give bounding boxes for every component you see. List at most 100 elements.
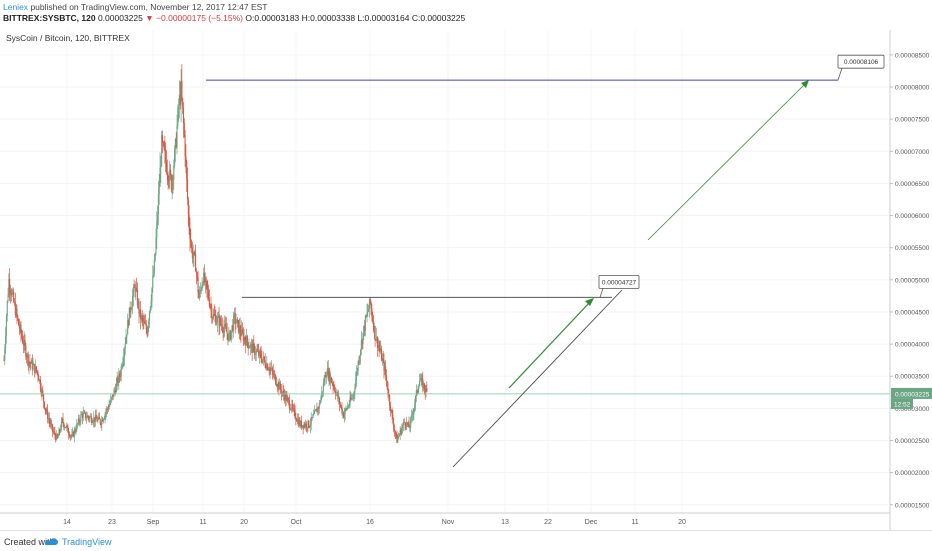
candle-body <box>351 397 353 400</box>
candle-body <box>172 178 174 180</box>
candle-body <box>30 362 32 364</box>
current-price-value: 0.00003225 <box>895 391 930 398</box>
candle-body <box>237 319 239 321</box>
candle-body <box>117 378 119 383</box>
candle-series <box>3 64 428 444</box>
candle-body <box>144 323 147 325</box>
candle-body <box>13 291 15 302</box>
candle-body <box>112 394 114 397</box>
candle-body <box>254 354 256 355</box>
candle-body <box>104 413 106 419</box>
tradingview-link[interactable]: TradingView <box>62 537 112 547</box>
high-value: H:0.00003338 <box>301 13 356 23</box>
y-tick-label: 0.00002000 <box>895 470 930 477</box>
candle-body <box>381 358 383 361</box>
y-tick-label: 0.00003000 <box>895 406 930 413</box>
candle-body <box>254 345 256 355</box>
y-tick-label: 0.00001500 <box>895 502 930 509</box>
candle-body <box>109 403 111 406</box>
candle-body <box>220 318 222 324</box>
candle-body <box>130 309 132 313</box>
y-tick-label: 0.00007000 <box>895 149 930 156</box>
candle-body <box>132 296 134 307</box>
candle-body <box>10 292 12 296</box>
candle-body <box>47 409 49 420</box>
x-tick-label: Sep <box>147 519 160 526</box>
candle-body <box>245 336 248 346</box>
x-tick-label: Dec <box>585 519 598 526</box>
candle-body <box>279 383 282 390</box>
projection-arrow-line-long[interactable] <box>647 82 807 241</box>
candle-body <box>334 386 336 392</box>
candle-body <box>218 316 220 327</box>
candle-body <box>370 302 372 309</box>
candle-body <box>94 415 96 422</box>
candle-body <box>34 364 36 374</box>
candle-body <box>5 316 7 336</box>
candle-body <box>63 423 65 428</box>
author-link[interactable]: Leniex <box>3 2 29 12</box>
candle-body <box>116 378 118 384</box>
candle-body <box>296 419 298 422</box>
candle-body <box>365 315 367 317</box>
candle-body <box>173 165 175 180</box>
candle-body <box>170 175 172 191</box>
candle-body <box>361 340 363 344</box>
candle-body <box>61 418 63 421</box>
candle-body <box>322 383 324 392</box>
candle-body <box>211 307 213 319</box>
candle-body <box>421 378 423 379</box>
support-trendline[interactable] <box>452 289 623 468</box>
candle-body <box>345 408 347 410</box>
candle-body <box>368 309 370 312</box>
candle-body <box>91 422 93 423</box>
candle-body <box>270 368 272 370</box>
candle-body <box>303 424 305 429</box>
candle-body <box>267 369 269 371</box>
candle-body <box>140 315 142 320</box>
candle-body <box>309 426 311 428</box>
candle-body <box>31 360 33 370</box>
candle-body <box>249 347 251 348</box>
candle-body <box>317 407 320 409</box>
candle-body <box>87 415 89 418</box>
y-tick-label: 0.00006000 <box>895 213 930 220</box>
candle-body <box>316 409 318 413</box>
candle-body <box>267 364 269 370</box>
candle-body <box>99 419 101 424</box>
candle-body <box>271 368 273 372</box>
price-chart[interactable]: 0.00008106 0.00004727 0.00008500 0.0000800… <box>0 30 932 530</box>
candle-body <box>79 421 81 423</box>
candle-body <box>64 427 66 428</box>
candle-body <box>302 425 304 429</box>
candle-body <box>269 368 271 372</box>
candle-body <box>143 321 145 322</box>
candle-body <box>43 401 45 409</box>
publish-text: published on TradingView.com, November 1… <box>30 2 268 12</box>
projection-arrow-line[interactable] <box>508 301 591 389</box>
candle-body <box>155 237 157 254</box>
candle-body <box>167 174 169 181</box>
candle-body <box>178 105 180 108</box>
price-label-pointer-high <box>837 68 843 81</box>
candle-body <box>406 422 408 427</box>
candle-body <box>224 323 226 329</box>
candle-body <box>223 328 225 333</box>
candle-body <box>419 381 421 386</box>
time-axis[interactable]: 14 23 Sep 11 20 Oct 16 Nov 13 22 Dec 11 20 <box>63 519 686 526</box>
price-axis[interactable]: 0.00008500 0.00008000 0.00007500 0.00007000… <box>890 52 932 509</box>
candle-body <box>275 383 278 386</box>
candle-body <box>39 379 41 389</box>
y-tick-label: 0.00002500 <box>895 438 930 445</box>
candle-body <box>283 394 286 401</box>
candle-body <box>5 335 7 349</box>
x-tick-label: 20 <box>678 519 686 526</box>
candle-body <box>343 413 345 418</box>
candle-body <box>11 292 13 296</box>
candle-body <box>174 148 176 166</box>
ohlc-info: BITTREX:SYSBTC, 120 0.00003225 ▼ −0.0000… <box>3 13 465 24</box>
candle-body <box>230 330 232 340</box>
candle-body <box>152 276 154 288</box>
candle-body <box>77 423 79 425</box>
candle-body <box>40 388 42 394</box>
